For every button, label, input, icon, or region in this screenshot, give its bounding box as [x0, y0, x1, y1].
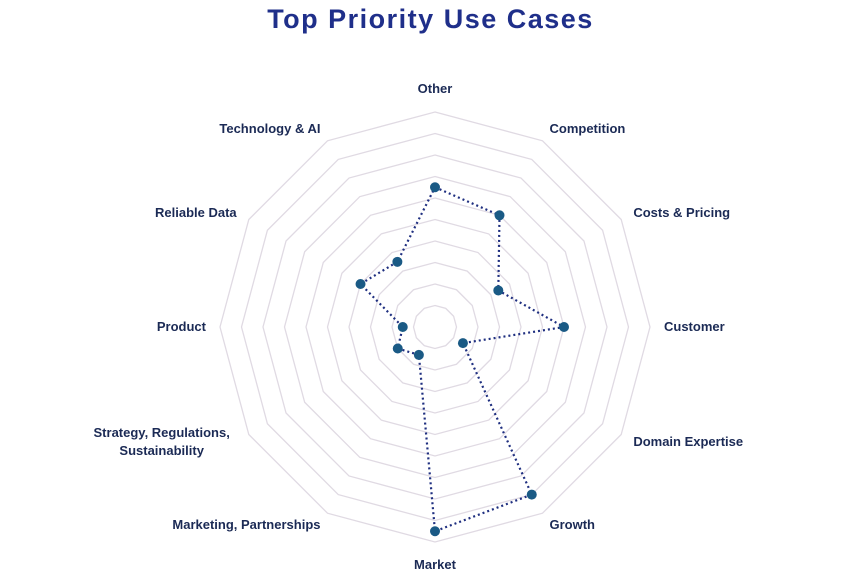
data-point: [392, 256, 403, 267]
category-label: Strategy, Regulations, Sustainability: [93, 424, 230, 458]
data-point: [430, 526, 440, 537]
grid-ring: [240, 132, 630, 522]
grid-ring: [283, 175, 587, 479]
grid-ring: [219, 111, 651, 543]
grid-ring: [391, 283, 479, 371]
category-label: Customer: [664, 319, 725, 334]
category-label: Technology & AI: [219, 120, 321, 136]
grid-ring: [412, 304, 458, 350]
category-label: Growth: [549, 517, 596, 533]
category-label: Costs & Pricing: [633, 204, 731, 220]
category-label: Reliable Data: [155, 204, 237, 220]
data-point: [392, 343, 403, 354]
data-point: [413, 349, 424, 360]
category-label: Product: [156, 319, 206, 334]
data-point: [526, 489, 537, 500]
category-label: Competition: [549, 120, 626, 136]
grid-ring: [305, 197, 565, 457]
data-point: [355, 279, 366, 289]
category-label: Domain Expertise: [633, 433, 744, 449]
category-label: Other: [417, 81, 453, 96]
data-point: [430, 182, 440, 193]
data-point: [397, 322, 408, 332]
data-point: [559, 322, 569, 332]
data-point: [493, 285, 504, 296]
category-label: Marketing, Partnerships: [172, 517, 321, 533]
grid-ring: [369, 261, 501, 393]
data-point: [457, 338, 468, 349]
data-point: [494, 210, 505, 221]
grid-ring: [326, 218, 544, 436]
chart-title: Top Priority Use Cases: [267, 4, 594, 34]
category-label: Market: [414, 557, 456, 572]
grid-ring: [262, 154, 608, 500]
grid-ring: [348, 240, 522, 414]
